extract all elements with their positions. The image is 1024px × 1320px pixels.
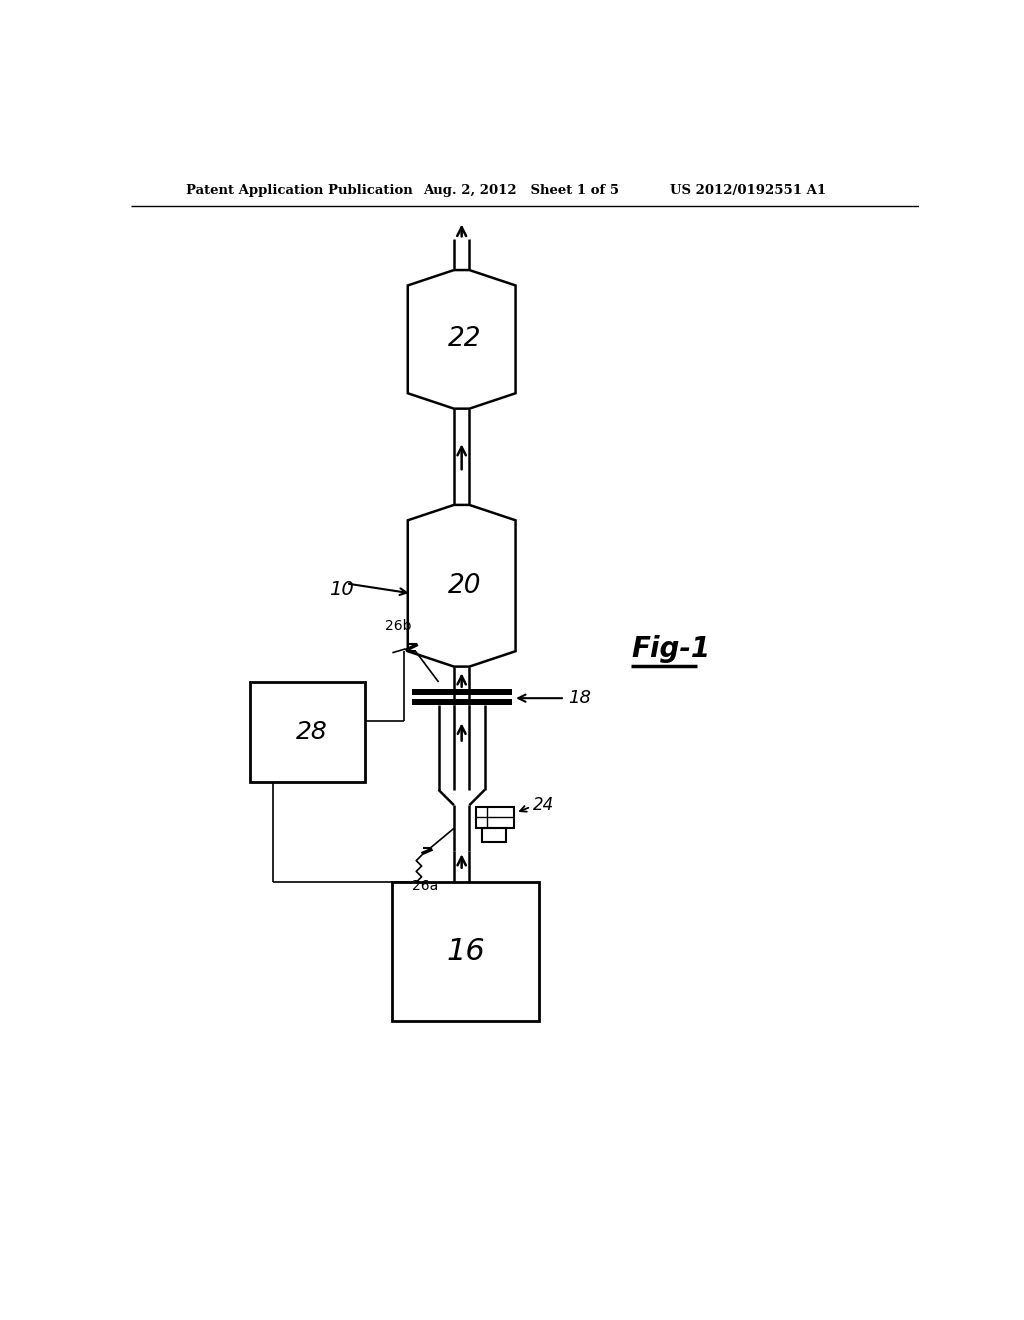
Bar [412, 700, 512, 705]
Text: 26a: 26a [412, 879, 438, 894]
Bar [412, 689, 512, 696]
Text: 20: 20 [447, 573, 481, 599]
Text: Patent Application Publication: Patent Application Publication [186, 185, 413, 197]
Text: 28: 28 [296, 719, 328, 744]
Text: 18: 18 [568, 689, 591, 708]
Bar [392, 882, 539, 1020]
Bar [250, 682, 366, 781]
Text: 16: 16 [446, 937, 485, 966]
Text: 10: 10 [330, 579, 354, 599]
Bar [475, 807, 514, 829]
Text: 26b: 26b [385, 619, 412, 632]
Text: Fig-1: Fig-1 [631, 635, 711, 663]
Bar [481, 829, 506, 842]
Text: 22: 22 [447, 326, 481, 352]
Text: 24: 24 [534, 796, 555, 814]
Text: US 2012/0192551 A1: US 2012/0192551 A1 [670, 185, 825, 197]
Text: Aug. 2, 2012   Sheet 1 of 5: Aug. 2, 2012 Sheet 1 of 5 [423, 185, 620, 197]
